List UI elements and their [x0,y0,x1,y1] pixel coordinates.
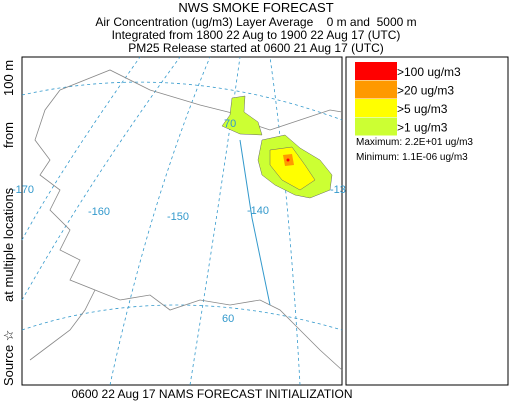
side-text: 100 m [1,60,16,96]
border [239,139,271,306]
legend-label: >1 ug/m3 [397,121,448,135]
legend-swatch [355,99,397,117]
lon-line [21,56,141,241]
lat-label: 70 [224,118,236,130]
smoke [221,95,333,199]
legend-swatch [355,80,397,99]
legend-swatch [355,62,397,80]
lon-line [189,56,241,386]
title: NWS SMOKE FORECAST [178,0,333,15]
lon-line [109,56,211,386]
legend: >100 ug/m3 >20 ug/m3 >5 ug/m3 >1 ug/m3 Maxi… [345,56,509,386]
subtitle: PM25 Release started at 0600 21 Aug 17 (… [128,41,383,55]
side-label: Source ☆ at multiple locations from 100 … [1,60,16,386]
lat-line [21,304,343,331]
lon-label: -170 [12,184,34,196]
minimum: Minimum: 1.1E-06 ug/m3 [356,152,468,163]
subtitle: Integrated from 1800 22 Aug to 1900 22 A… [112,28,401,42]
lon-label: -160 [88,206,110,218]
side-text: Source ☆ [1,330,16,386]
lon-label: -140 [247,205,269,217]
smoke-area [221,95,263,136]
lat-line [21,81,343,121]
graticule [21,56,343,386]
legend-label: >20 ug/m3 [397,84,454,98]
side-text: at multiple locations [1,187,16,302]
maximum: Maximum: 2.2E+01 ug/m3 [356,137,473,148]
side-text: from [1,122,16,148]
legend-swatch [355,117,397,136]
legend-items: >100 ug/m3 >20 ug/m3 >5 ug/m3 >1 ug/m3 [355,62,461,136]
map: -170 -160 -150 -140 -130 70 60 [12,56,352,386]
lon-line [269,56,301,386]
footer: 0600 22 Aug 17 NAMS FORECAST INITIALIZAT… [72,387,353,401]
subtitle: Air Concentration (ug/m3) Layer Average … [95,15,416,29]
lon-line [21,56,181,301]
legend-label: >5 ug/m3 [397,102,448,116]
smoke-area [286,158,290,162]
smoke-area [269,146,316,191]
lat-label: 60 [222,313,234,325]
legend-label: >100 ug/m3 [397,65,461,79]
lon-label: -150 [167,211,189,223]
